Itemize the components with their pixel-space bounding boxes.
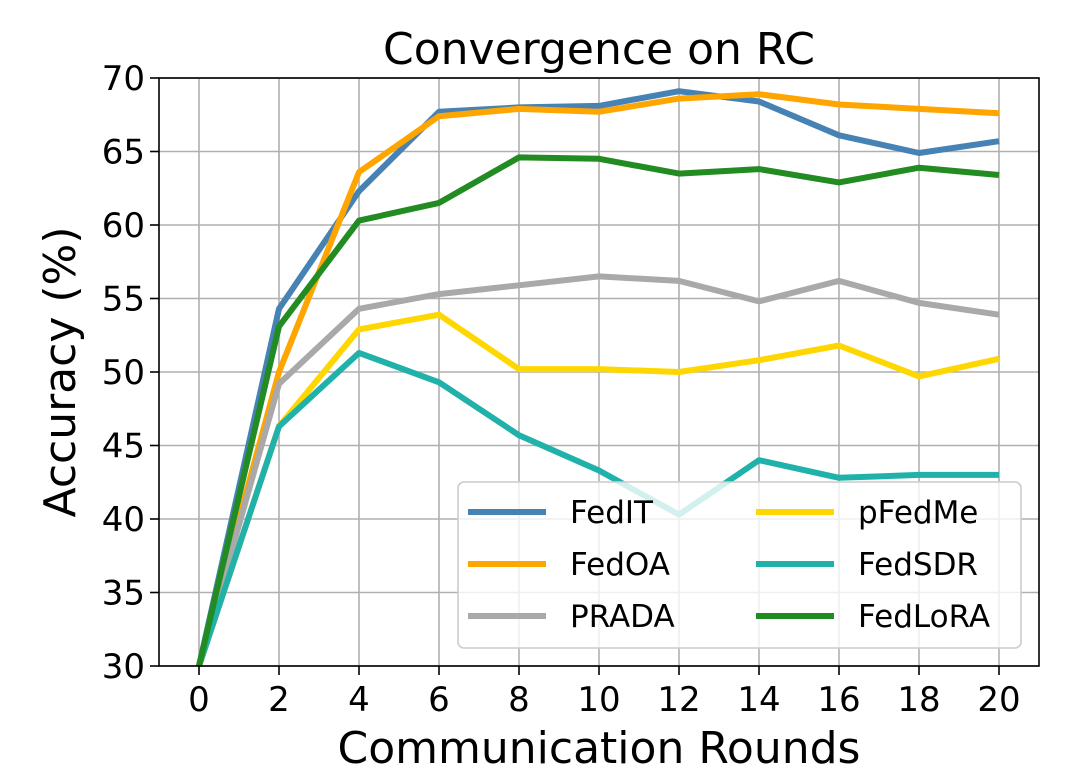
x-tick-label: 8 xyxy=(508,680,530,720)
x-tick-label: 6 xyxy=(428,680,450,720)
series-line-fedlora xyxy=(196,154,1000,667)
y-tick-label: 70 xyxy=(102,59,145,99)
x-tick-label: 20 xyxy=(977,680,1020,720)
y-tick-label: 60 xyxy=(102,206,145,246)
series-line-fedsdr xyxy=(196,349,999,667)
series-line-pfedme xyxy=(196,311,1000,667)
legend-label-prada: PRADA xyxy=(570,599,675,635)
x-tick-label: 18 xyxy=(897,680,940,720)
plot-frame xyxy=(158,77,1040,667)
x-tick-label: 10 xyxy=(577,680,620,720)
y-tick-label: 65 xyxy=(102,133,145,173)
legend-label-fedlora: FedLoRA xyxy=(858,599,990,635)
legend-label-pfedme: pFedMe xyxy=(858,495,978,531)
y-tick-label: 35 xyxy=(102,574,145,614)
legend-label-fedoa: FedOA xyxy=(570,547,670,583)
x-tick-label: 12 xyxy=(657,680,700,720)
x-tick-label: 0 xyxy=(188,680,210,720)
x-tick-label: 4 xyxy=(348,680,370,720)
series-lines xyxy=(196,88,1000,667)
x-tick-label: 16 xyxy=(817,680,860,720)
series-line-prada xyxy=(196,273,1000,667)
chart-title: Convergence on RC xyxy=(383,24,815,75)
legend-box xyxy=(457,481,1022,649)
series-line-fedoa xyxy=(196,91,1000,667)
series-line-fedit xyxy=(196,88,1000,667)
x-axis-label: Communication Rounds xyxy=(338,723,861,774)
legend: FedIT FedOA PRADA pFedMe FedSDR FedLoRA xyxy=(457,481,1022,649)
y-tick-label: 55 xyxy=(102,280,145,320)
y-axis-label: Accuracy (%) xyxy=(35,226,86,517)
y-tick-label: 45 xyxy=(102,427,145,467)
x-tick-label: 2 xyxy=(268,680,290,720)
y-tick-label: 50 xyxy=(102,353,145,393)
axis-ticks: 0 2 4 6 8 10 12 14 16 18 20 30 35 40 45 50 55 60 65 70 xyxy=(102,59,1021,720)
legend-label-fedsdr: FedSDR xyxy=(858,547,978,583)
y-tick-label: 30 xyxy=(102,647,145,687)
x-tick-label: 14 xyxy=(737,680,780,720)
y-tick-label: 40 xyxy=(102,500,145,540)
legend-label-fedit: FedIT xyxy=(570,495,654,531)
